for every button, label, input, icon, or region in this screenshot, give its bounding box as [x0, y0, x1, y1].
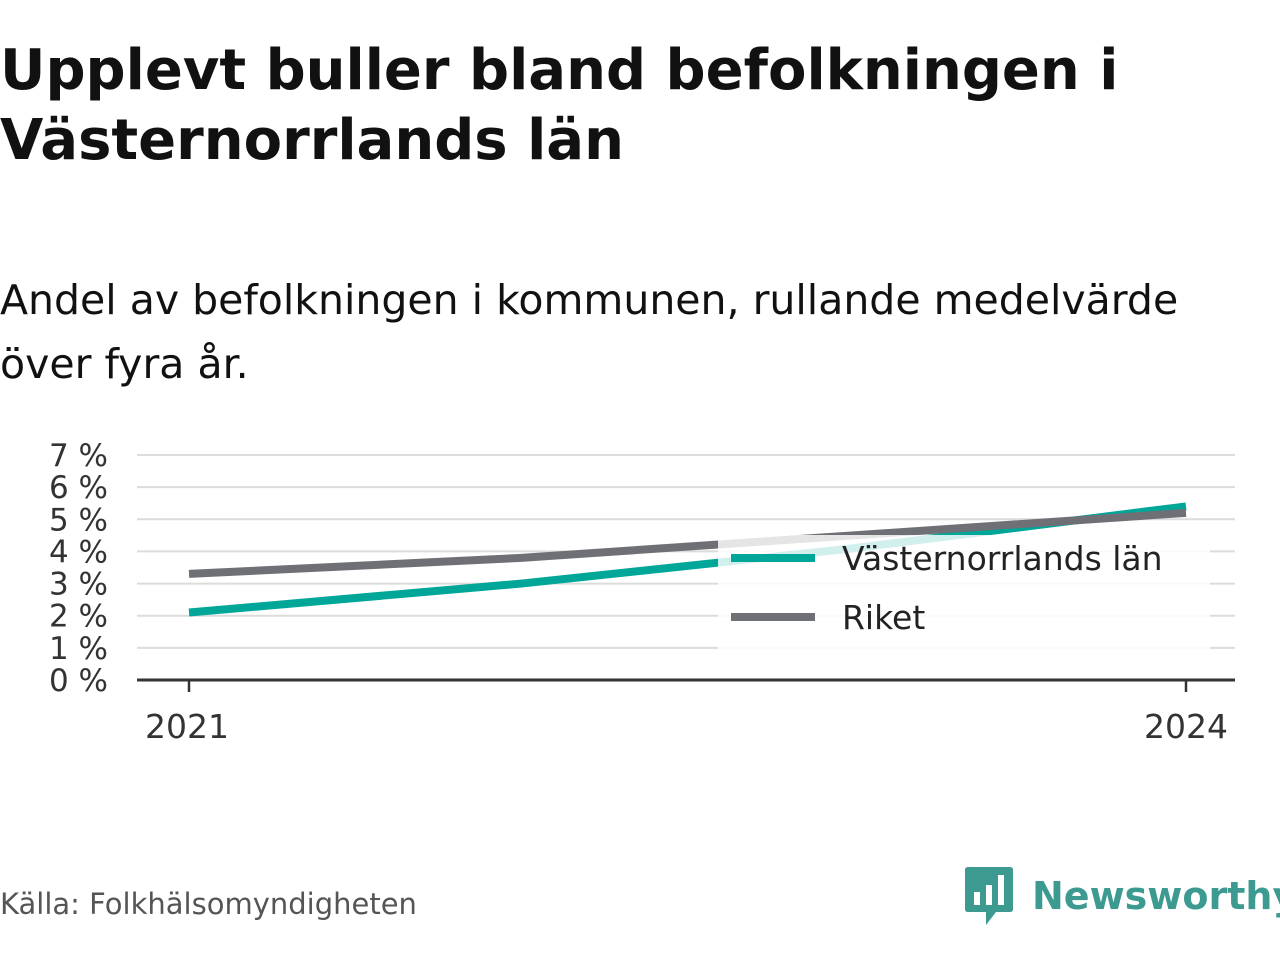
brand-name: Newsworthy — [1032, 874, 1280, 918]
chart-title: Upplevt buller bland befolkningen i Väst… — [0, 38, 1119, 173]
y-tick-label: 7 % — [49, 438, 108, 474]
line-chart: 0 %1 %2 %3 %4 %5 %6 %7 % 2021 2024 Väster… — [49, 438, 1235, 746]
x-tick-label: 2021 — [145, 707, 229, 746]
series-lines — [188, 502, 1187, 617]
chart-subtitle: Andel av befolkningen i kommunen, rullan… — [0, 276, 1179, 388]
series-line — [188, 508, 1187, 578]
legend-label: Västernorrlands län — [842, 539, 1163, 578]
source-note: Källa: Folkhälsomyndigheten — [0, 887, 417, 921]
y-tick-label: 4 % — [49, 534, 108, 570]
y-tick-label: 6 % — [49, 470, 108, 506]
newsworthy-logo-icon — [965, 867, 1013, 925]
brand-logo: Newsworthy — [964, 864, 1280, 928]
y-tick-label: 1 % — [49, 631, 108, 667]
y-tick-label: 0 % — [49, 663, 108, 699]
x-tick-label: 2024 — [1144, 707, 1228, 746]
legend: Västernorrlands län Riket — [718, 535, 1210, 653]
y-axis-ticks: 0 %1 %2 %3 %4 %5 %6 %7 % — [49, 438, 108, 699]
y-tick-label: 5 % — [49, 502, 108, 538]
gridlines — [137, 454, 1235, 649]
y-tick-label: 2 % — [49, 599, 108, 635]
y-tick-label: 3 % — [49, 567, 108, 603]
x-axis: 2021 2024 — [137, 678, 1235, 746]
legend-label: Riket — [842, 598, 925, 637]
